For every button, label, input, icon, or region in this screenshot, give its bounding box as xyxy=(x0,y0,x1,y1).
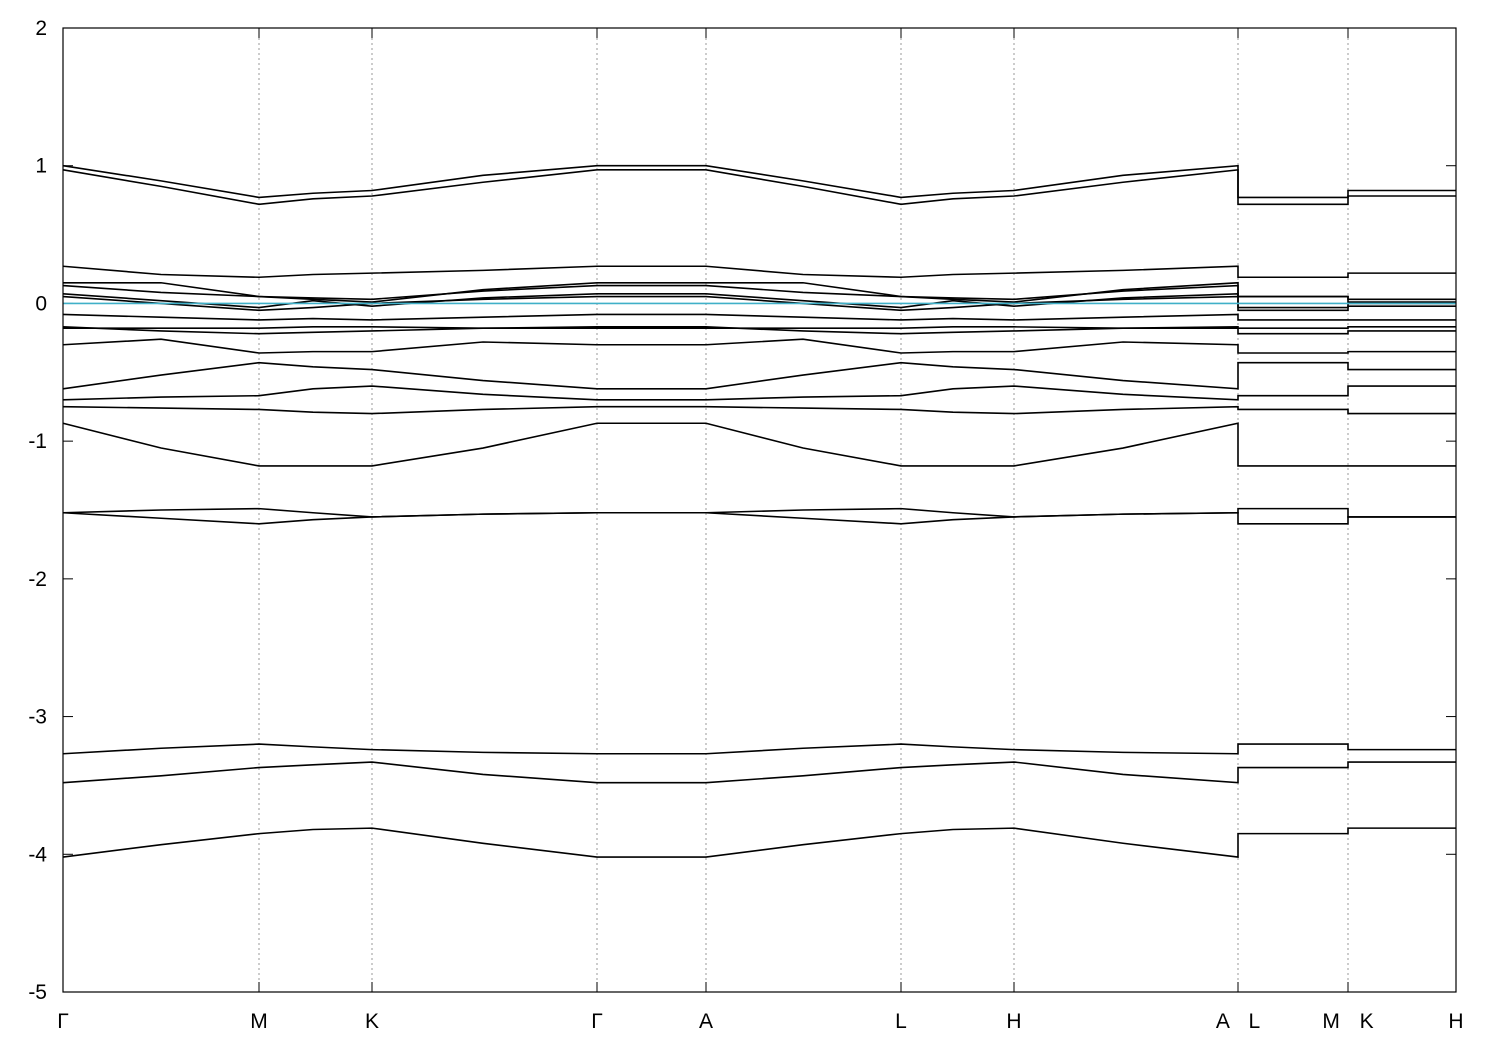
y-tick-label: -3 xyxy=(28,706,47,729)
y-tick-label: -4 xyxy=(28,843,47,866)
band-line xyxy=(62,405,1456,415)
x-tick-label: A xyxy=(699,1010,713,1033)
y-tick-label: -1 xyxy=(28,430,47,453)
x-tick-label: Γ xyxy=(57,1010,69,1033)
band-line xyxy=(62,265,1456,279)
x-tick-label: L xyxy=(895,1010,907,1033)
band-line xyxy=(62,292,1456,309)
band-line xyxy=(62,338,1456,354)
y-tick-label: -2 xyxy=(28,568,47,591)
band-line xyxy=(62,511,1456,525)
x-tick-label: H xyxy=(1006,1010,1021,1033)
x-tick-label: A L xyxy=(1216,1010,1260,1033)
x-tick-label: H xyxy=(1448,1010,1463,1033)
x-tick-label: M xyxy=(250,1010,268,1033)
x-tick-label: K xyxy=(365,1010,379,1033)
band-line xyxy=(62,422,1456,467)
band-line xyxy=(63,326,1456,330)
y-tick-label: 2 xyxy=(35,17,47,40)
band-line xyxy=(62,743,1456,755)
y-tick-label: 0 xyxy=(35,292,47,315)
x-tick-label: Γ xyxy=(591,1010,603,1033)
band-line xyxy=(62,313,1456,321)
band-line xyxy=(62,507,1456,518)
band-line xyxy=(62,761,1456,784)
y-tick-label: 1 xyxy=(35,155,47,178)
band-line xyxy=(62,385,1456,401)
y-tick-label: -5 xyxy=(28,981,47,1004)
band-line xyxy=(62,827,1456,858)
plot-frame xyxy=(62,27,1457,993)
band-line xyxy=(62,326,1456,335)
band-line xyxy=(62,361,1456,390)
band-line xyxy=(62,164,1456,199)
band-line xyxy=(63,281,1456,303)
x-tick-label: M K xyxy=(1322,1010,1373,1033)
band-line xyxy=(62,168,1456,206)
